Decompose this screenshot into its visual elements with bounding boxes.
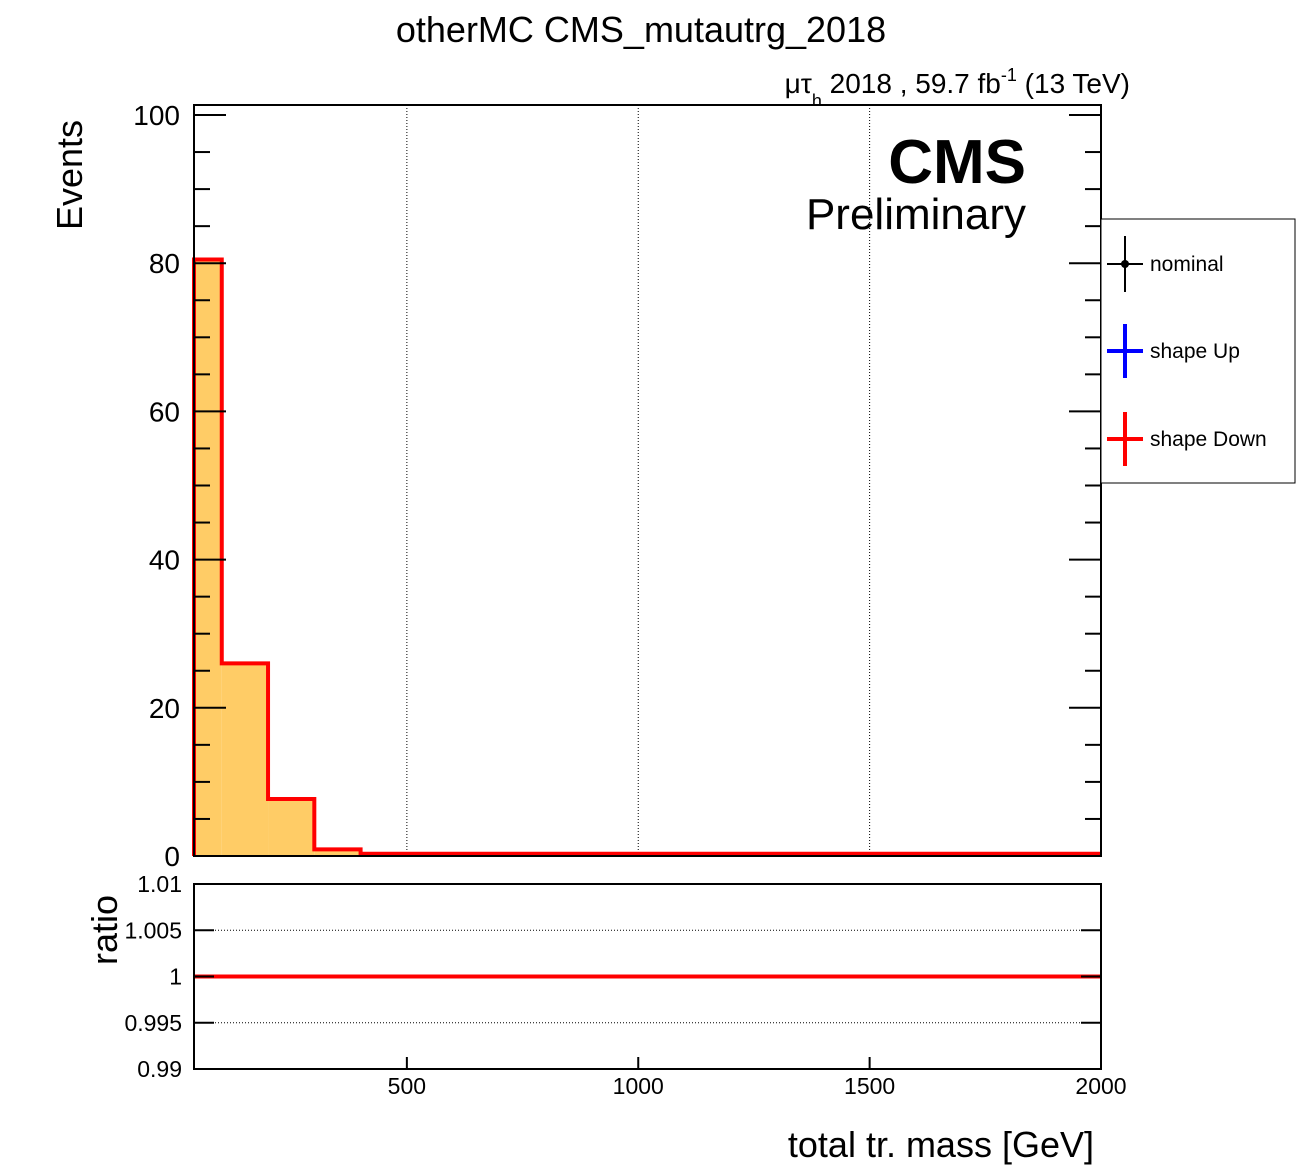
legend-entry-shape-down: shape Down bbox=[1107, 412, 1267, 466]
ratio-y-tick-label: 0.995 bbox=[124, 1010, 182, 1036]
ratio-grid bbox=[194, 929, 1101, 1024]
x-tick-label: 1000 bbox=[613, 1073, 664, 1099]
y-axis-title: Events bbox=[49, 120, 90, 230]
legend-label-shape-up: shape Up bbox=[1150, 340, 1240, 363]
ratio-frame bbox=[193, 883, 1102, 1070]
legend-entry-nominal: nominal bbox=[1107, 236, 1224, 292]
lumi-sup: -1 bbox=[1001, 65, 1017, 85]
ratio-y-tick-label: 1.01 bbox=[137, 871, 182, 897]
histogram-bin bbox=[221, 663, 269, 856]
cms-label: CMS bbox=[888, 128, 1026, 197]
y-tick-label: 80 bbox=[149, 248, 180, 279]
lumi-channel: μτ bbox=[785, 68, 812, 99]
x-tick-label: 1500 bbox=[844, 1073, 895, 1099]
ratio-y-tick-label: 1.005 bbox=[124, 917, 182, 943]
y-tick-label: 20 bbox=[149, 693, 180, 724]
nominal-marker-dot bbox=[1121, 260, 1129, 268]
main-histogram-outline bbox=[192, 257, 1101, 856]
legend-label-nominal: nominal bbox=[1150, 253, 1224, 276]
ratio-pad: 0.99 0.995 1 1.005 1.01 500 1000 1500 2000 rati… bbox=[84, 871, 1127, 1165]
legend: nominal shape Up shape Down bbox=[1100, 218, 1296, 484]
x-axis-title: total tr. mass [GeV] bbox=[788, 1124, 1094, 1165]
legend-entry-shape-up: shape Up bbox=[1107, 324, 1240, 378]
y-tick-label: 60 bbox=[149, 396, 180, 427]
chart-title: otherMC CMS_mutautrg_2018 bbox=[396, 9, 886, 50]
ratio-axis-title: ratio bbox=[84, 895, 125, 965]
histogram-bin bbox=[314, 849, 361, 856]
histogram-bin bbox=[268, 798, 315, 856]
ratio-y-tick-label: 1 bbox=[169, 964, 182, 990]
y-tick-label: 0 bbox=[164, 841, 180, 872]
ratio-y-tick-labels: 0.99 0.995 1 1.005 1.01 bbox=[124, 871, 182, 1082]
lumi-energy: (13 TeV) bbox=[1017, 68, 1130, 99]
lumi-channel-sub: h bbox=[812, 91, 822, 111]
preliminary-label: Preliminary bbox=[806, 190, 1026, 239]
lumi-text: 2018 , 59.7 fb bbox=[822, 68, 1001, 99]
histogram-bin bbox=[194, 259, 222, 856]
y-tick-label: 100 bbox=[133, 100, 180, 131]
y-tick-label: 40 bbox=[149, 545, 180, 576]
lumi-label: μτh 2018 , 59.7 fb-1 (13 TeV) bbox=[785, 65, 1130, 111]
x-tick-label: 2000 bbox=[1075, 1073, 1126, 1099]
main-grid bbox=[406, 105, 871, 856]
legend-label-shape-down: shape Down bbox=[1150, 428, 1267, 451]
main-pad: 0 20 40 60 80 100 Events CMS Preliminary bbox=[49, 100, 1102, 872]
x-tick-label: 500 bbox=[388, 1073, 426, 1099]
main-y-tick-labels: 0 20 40 60 80 100 bbox=[133, 100, 180, 872]
main-plot-area bbox=[194, 105, 1101, 856]
x-tick-labels: 500 1000 1500 2000 bbox=[388, 1073, 1127, 1099]
ratio-y-tick-label: 0.99 bbox=[137, 1056, 182, 1082]
